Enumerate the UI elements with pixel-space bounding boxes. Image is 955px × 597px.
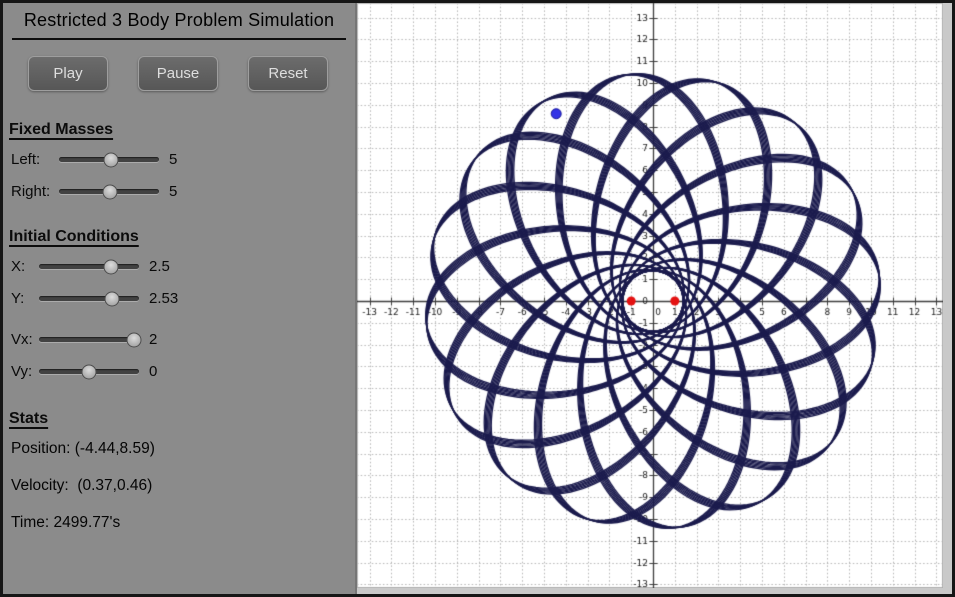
x-slider-value: 2.5 — [149, 258, 170, 275]
control-sidebar: Restricted 3 Body Problem Simulation Pla… — [3, 3, 357, 594]
initial-conditions-section: Initial Conditions X: 2.5 Y: 2.53 Vx: 2 Vy: 0 — [3, 228, 355, 380]
slider-row-x: X: 2.5 — [11, 258, 355, 275]
vy-slider-value: 0 — [149, 363, 158, 380]
plot-panel — [357, 3, 952, 594]
right-slider-thumb[interactable] — [102, 184, 118, 199]
vx-slider-value: 2 — [149, 331, 158, 348]
vx-slider-label: Vx: — [11, 331, 33, 348]
left-slider-label: Left: — [11, 151, 41, 168]
slider-row-left: Left: 5 — [11, 151, 355, 168]
fixed-masses-heading: Fixed Masses — [9, 121, 114, 138]
vy-slider-track[interactable] — [39, 364, 139, 379]
initial-conditions-heading: Initial Conditions — [9, 228, 139, 245]
simulation-plot[interactable] — [357, 3, 943, 588]
x-slider-track[interactable] — [39, 259, 139, 274]
position-stat: Position: (-4.44,8.59) — [11, 440, 155, 457]
stats-heading: Stats — [9, 410, 49, 427]
initial-conditions-sliders: X: 2.5 Y: 2.53 Vx: 2 Vy: 0 — [3, 258, 355, 380]
fixed-masses-section: Fixed Masses Left: 5 Right: 5 — [3, 121, 355, 200]
vy-slider-label: Vy: — [11, 363, 33, 380]
stats-section: Stats Position: (-4.44,8.59) Velocity: (… — [3, 410, 355, 532]
vy-slider-thumb[interactable] — [81, 364, 97, 379]
play-button[interactable]: Play — [28, 56, 108, 91]
page-title: Restricted 3 Body Problem Simulation — [12, 10, 346, 40]
y-slider-value: 2.53 — [149, 290, 179, 307]
slider-row-vx: Vx: 2 — [11, 331, 355, 348]
slider-row-vy: Vy: 0 — [11, 363, 355, 380]
y-slider-label: Y: — [11, 290, 25, 307]
velocity-stat: Velocity: (0.37,0.46) — [11, 477, 153, 494]
vx-slider-track[interactable] — [39, 332, 142, 347]
reset-button[interactable]: Reset — [248, 56, 328, 91]
right-slider-label: Right: — [11, 183, 51, 200]
left-slider-thumb[interactable] — [103, 152, 119, 167]
x-slider-thumb[interactable] — [103, 259, 119, 274]
fixed-masses-sliders: Left: 5 Right: 5 — [3, 151, 355, 200]
slider-row-y: Y: 2.53 — [11, 290, 355, 307]
pause-button[interactable]: Pause — [138, 56, 218, 91]
y-slider-track[interactable] — [39, 291, 139, 306]
left-slider-track[interactable] — [59, 152, 159, 167]
slider-row-right: Right: 5 — [11, 183, 355, 200]
time-stat: Time: 2499.77's — [11, 514, 121, 531]
x-slider-label: X: — [11, 258, 26, 275]
left-slider-value: 5 — [169, 151, 178, 168]
right-slider-value: 5 — [169, 183, 178, 200]
playback-toolbar: Play Pause Reset — [3, 40, 355, 91]
vx-slider-thumb[interactable] — [126, 332, 142, 347]
y-slider-thumb[interactable] — [104, 291, 120, 306]
right-slider-track[interactable] — [59, 184, 159, 199]
